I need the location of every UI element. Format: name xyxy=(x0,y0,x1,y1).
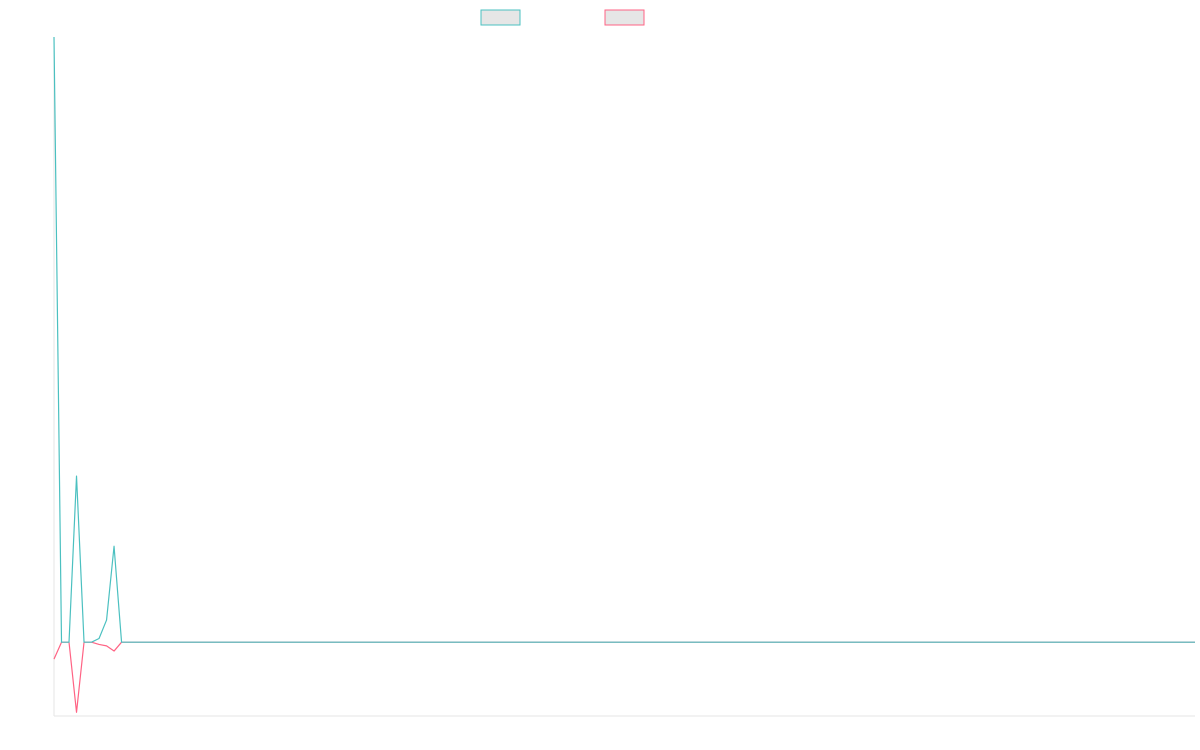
series-layer xyxy=(53,36,1195,713)
series-line-2 xyxy=(53,641,1195,713)
legend-swatch xyxy=(480,9,521,26)
legend-swatch xyxy=(604,9,645,26)
legend-item-1[interactable] xyxy=(480,9,521,26)
axes xyxy=(53,37,1195,717)
legend[interactable] xyxy=(480,9,645,26)
series-line-1 xyxy=(53,36,1195,643)
legend-item-2[interactable] xyxy=(604,9,645,26)
